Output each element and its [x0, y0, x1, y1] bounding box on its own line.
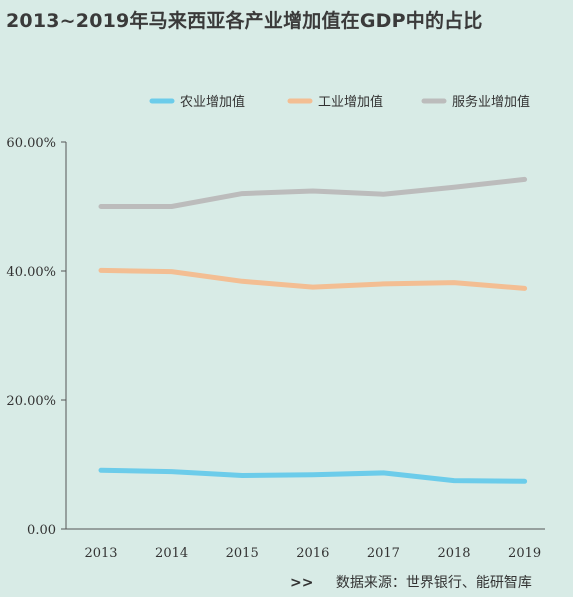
series-line-2: [98, 267, 528, 291]
axes: [65, 142, 545, 530]
series-line-1: [98, 467, 528, 484]
chart-title: 2013~2019年马来西亚各产业增加值在GDP中的占比: [6, 10, 483, 32]
x-tick-label: 2017: [367, 546, 400, 561]
legend-label-2: 工业增加值: [318, 94, 383, 110]
x-tick-label: 2019: [508, 546, 541, 561]
source-text: 数据来源：世界银行、能研智库: [335, 575, 532, 591]
series-line-3: [98, 176, 528, 209]
y-tick-label: 40.00%: [6, 265, 56, 280]
x-tick-label: 2015: [226, 546, 259, 561]
series-lines: [98, 176, 528, 484]
data-source: >> 数据来源：世界银行、能研智库: [290, 572, 532, 592]
x-tick-label: 2018: [437, 546, 470, 561]
y-tick-label: 60.00%: [6, 136, 56, 151]
tick-labels: 0.00 20.00% 40.00% 60.00% 2013 2014 2015 2016 20…: [6, 136, 541, 561]
x-tick-label: 2016: [296, 546, 329, 561]
y-tick-label: 0.00: [27, 523, 56, 538]
source-arrow: >>: [290, 575, 314, 591]
y-tick-label: 20.00%: [6, 394, 56, 409]
legend-label-1: 农业增加值: [180, 94, 245, 110]
legend: 农业增加值 工业增加值 服务业增加值: [149, 94, 530, 110]
x-tick-label: 2013: [84, 546, 117, 561]
x-tick-label: 2014: [155, 546, 188, 561]
legend-label-3: 服务业增加值: [452, 94, 530, 110]
